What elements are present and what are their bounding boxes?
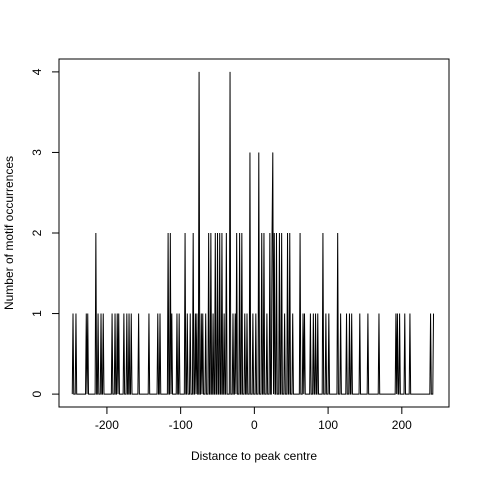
x-axis-label: Distance to peak centre xyxy=(191,449,317,463)
x-tick-label: 100 xyxy=(318,418,338,432)
x-tick-label: -100 xyxy=(169,418,193,432)
y-tick-label: 0 xyxy=(30,390,44,397)
data-line xyxy=(71,71,435,395)
x-tick-label: 0 xyxy=(251,418,258,432)
x-tick-label: -200 xyxy=(95,418,119,432)
y-tick-label: 3 xyxy=(30,149,44,156)
y-tick-label: 2 xyxy=(30,229,44,236)
y-axis-label: Number of motif occurrences xyxy=(2,156,16,310)
y-tick-label: 1 xyxy=(30,310,44,317)
y-tick-label: 4 xyxy=(30,68,44,75)
x-tick-label: 200 xyxy=(392,418,412,432)
